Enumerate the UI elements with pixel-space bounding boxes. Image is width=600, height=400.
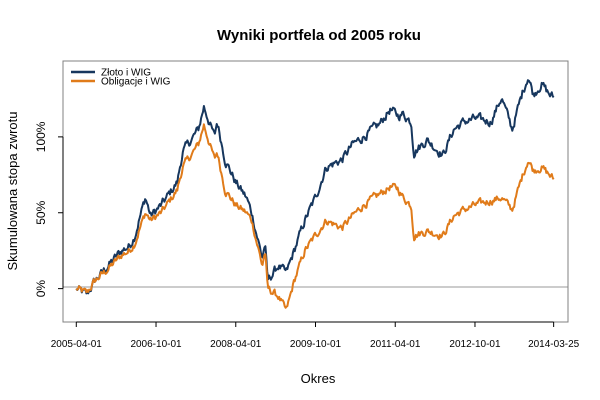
y-axis: 0% 50% 100% [34,121,64,298]
legend-label: Złoto i WIG [101,68,151,79]
series-line-2 [75,123,555,309]
y-tick-label: 0% [34,280,48,298]
legend-label: Obligacje i WIG [101,77,171,88]
x-tick-label: 2012-10-01 [449,339,501,350]
y-tick-label: 50% [34,200,48,224]
chart-title: Wyniki portfela od 2005 roku [217,27,421,44]
x-axis-label: Okres [301,371,336,386]
x-tick-label: 2011-04-01 [370,339,421,350]
x-tick-label: 2006-10-01 [130,339,182,350]
x-tick-label: 2014-03-25 [528,339,580,350]
series-line-1 [75,79,555,295]
y-axis-label: Skumulowana stopa zwrotu [5,112,20,271]
x-tick-label: 2005-04-01 [51,339,103,350]
plot-frame [62,60,569,323]
x-tick-label: 2009-10-01 [290,339,342,350]
y-tick-label: 100% [34,121,48,152]
x-axis: 2005-04-01 2006-10-01 2008-04-01 2009-10-01… [51,321,580,350]
series-layer [75,79,555,309]
x-tick-label: 2008-04-01 [210,339,262,350]
